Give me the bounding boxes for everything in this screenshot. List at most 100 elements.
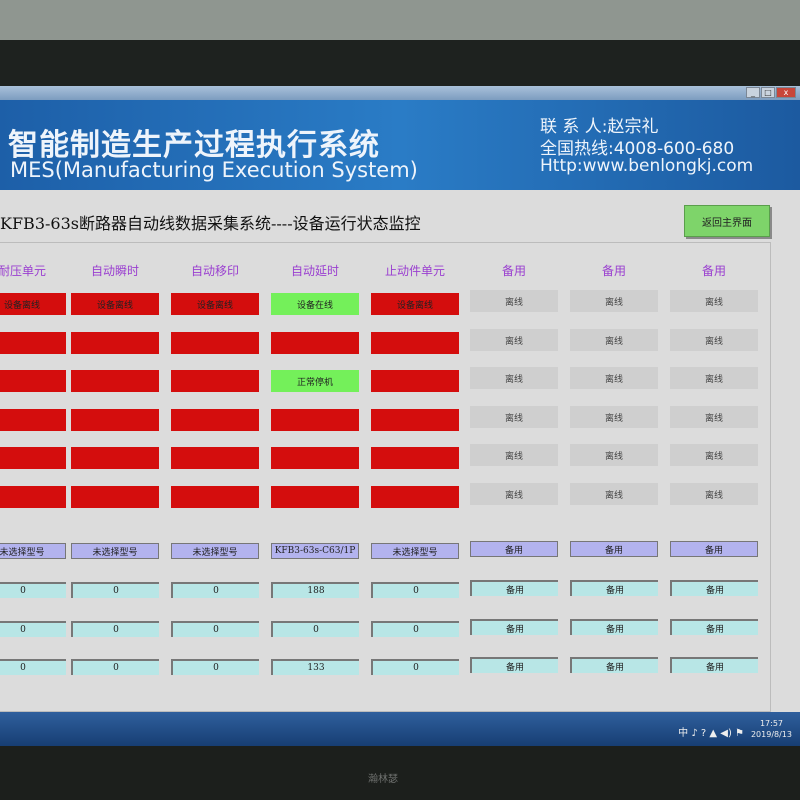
value-field: 备用 <box>670 619 758 635</box>
status-cell <box>71 370 159 392</box>
status-cell <box>371 332 459 354</box>
status-cell <box>0 370 66 392</box>
value-field: 备用 <box>570 619 658 635</box>
status-cell <box>71 447 159 469</box>
status-cell <box>0 409 66 431</box>
column-header: 备用 <box>501 264 526 278</box>
value-field: 0 <box>171 659 259 675</box>
status-cell <box>171 486 259 508</box>
value-field: 0 <box>71 659 159 675</box>
website: Http:www.benlongkj.com <box>540 156 754 176</box>
model-field: 未选择型号 <box>71 543 159 559</box>
model-field: 未选择型号 <box>171 543 259 559</box>
status-cell: 正常停机 <box>271 370 359 392</box>
value-field: 备用 <box>670 580 758 596</box>
status-cell: 离线 <box>470 406 558 428</box>
value-field: 0 <box>371 621 459 637</box>
status-cell: 离线 <box>470 444 558 466</box>
monitor-bezel <box>0 40 800 88</box>
status-cell <box>0 332 66 354</box>
value-field: 0 <box>171 582 259 598</box>
status-cell: 离线 <box>570 367 658 389</box>
status-cell <box>271 332 359 354</box>
status-cell <box>0 486 66 508</box>
status-cell: 设备离线 <box>71 293 159 315</box>
status-cell <box>371 370 459 392</box>
value-field: 备用 <box>470 619 558 635</box>
status-cell: 设备离线 <box>171 293 259 315</box>
status-cell: 离线 <box>570 406 658 428</box>
status-panel <box>0 242 771 712</box>
column-header: 自动延时 <box>290 264 339 278</box>
clock[interactable]: 17:57 2019/8/13 <box>751 718 792 740</box>
status-cell <box>271 447 359 469</box>
status-cell: 离线 <box>470 367 558 389</box>
value-field: 0 <box>171 621 259 637</box>
header-banner: 智能制造生产过程执行系统 MES(Manufacturing Execution… <box>0 100 800 190</box>
status-cell: 设备离线 <box>371 293 459 315</box>
value-field: 188 <box>271 582 359 598</box>
column-header: 耐压单元 <box>0 264 46 278</box>
column-header: 备用 <box>701 264 726 278</box>
value-field: 0 <box>0 582 66 598</box>
status-cell <box>171 332 259 354</box>
status-cell <box>371 409 459 431</box>
value-field: 0 <box>71 582 159 598</box>
clock-time: 17:57 <box>759 719 784 728</box>
status-cell <box>171 447 259 469</box>
status-cell <box>271 486 359 508</box>
system-tray[interactable]: 中 ♪ ? ▲ ◀) ⚑ <box>678 728 744 739</box>
app-title: 智能制造生产过程执行系统 <box>8 128 380 163</box>
model-field: 备用 <box>570 541 658 557</box>
value-field: 备用 <box>470 580 558 596</box>
value-field: 备用 <box>570 657 658 673</box>
column-header: 自动移印 <box>190 264 239 278</box>
model-field: 未选择型号 <box>0 543 66 559</box>
column-header: 止动件单元 <box>384 264 445 278</box>
maximize-button[interactable]: □ <box>761 87 775 98</box>
status-cell: 离线 <box>670 483 758 505</box>
model-field: 备用 <box>470 541 558 557</box>
status-cell: 离线 <box>470 329 558 351</box>
app-subtitle: MES(Manufacturing Execution System) <box>10 158 418 182</box>
status-cell: 设备在线 <box>271 293 359 315</box>
back-to-main-button[interactable]: 返回主界面 <box>684 205 770 237</box>
page-title: KFB3-63s断路器自动线数据采集系统----设备运行状态监控 <box>0 214 421 233</box>
status-cell <box>371 486 459 508</box>
value-field: 0 <box>0 621 66 637</box>
status-cell: 离线 <box>670 367 758 389</box>
status-cell: 离线 <box>570 329 658 351</box>
value-field: 备用 <box>670 657 758 673</box>
column-header: 备用 <box>601 264 626 278</box>
status-cell <box>0 447 66 469</box>
screen: _ □ x 智能制造生产过程执行系统 MES(Manufacturing Exe… <box>0 86 800 746</box>
status-cell <box>171 370 259 392</box>
model-field: 未选择型号 <box>371 543 459 559</box>
hotline: 全国热线:4008-600-680 <box>540 139 735 159</box>
status-cell: 离线 <box>670 329 758 351</box>
close-button[interactable]: x <box>776 87 796 98</box>
taskbar: 中 ♪ ? ▲ ◀) ⚑ 17:57 2019/8/13 <box>0 712 800 746</box>
status-cell: 离线 <box>470 483 558 505</box>
status-cell: 离线 <box>570 483 658 505</box>
value-field: 备用 <box>470 657 558 673</box>
status-cell <box>171 409 259 431</box>
column-header: 自动瞬时 <box>90 264 139 278</box>
monitor-logo: 瀚林瑟 <box>368 774 398 785</box>
status-cell <box>271 409 359 431</box>
status-cell: 离线 <box>570 444 658 466</box>
status-cell: 离线 <box>670 290 758 312</box>
value-field: 0 <box>371 659 459 675</box>
status-cell <box>371 447 459 469</box>
status-cell <box>71 486 159 508</box>
value-field: 备用 <box>570 580 658 596</box>
value-field: 0 <box>0 659 66 675</box>
status-cell: 离线 <box>470 290 558 312</box>
minimize-button[interactable]: _ <box>746 87 760 98</box>
monitor-content: KFB3-63s断路器自动线数据采集系统----设备运行状态监控 返回主界面 耐… <box>0 190 800 712</box>
clock-date: 2019/8/13 <box>750 730 792 739</box>
value-field: 0 <box>371 582 459 598</box>
value-field: 0 <box>271 621 359 637</box>
model-field: KFB3-63s-C63/1P <box>271 543 359 559</box>
status-cell: 离线 <box>670 444 758 466</box>
